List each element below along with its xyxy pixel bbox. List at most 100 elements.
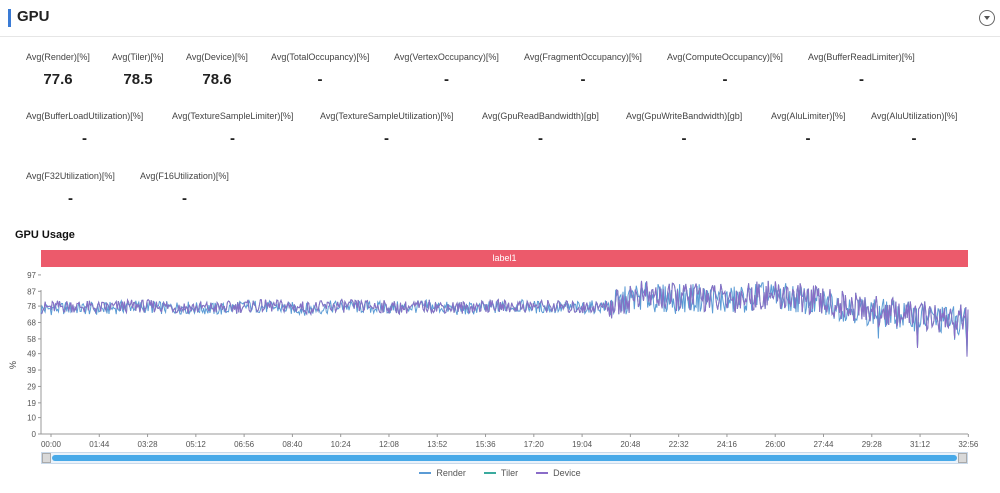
metric-value: - <box>722 71 728 88</box>
x-tick-label: 24:16 <box>717 440 738 449</box>
metric-label: Avg(AluLimiter)[%] <box>771 111 846 121</box>
metric-label: Avg(AluUtilization)[%] <box>871 111 958 121</box>
metric-value: 77.6 <box>43 71 73 88</box>
collapse-chevron-icon[interactable] <box>979 10 995 26</box>
x-tick-label: 01:44 <box>89 440 110 449</box>
metric-value: - <box>230 130 235 147</box>
metric-card: Avg(GpuWriteBandwidth)[gb] - <box>626 111 742 147</box>
x-tick-label: 27:44 <box>813 440 834 449</box>
scrollbar-right-handle[interactable] <box>958 453 967 463</box>
metric-label: Avg(Device)[%] <box>186 52 248 62</box>
series-line-device <box>40 280 969 357</box>
metric-label: Avg(Tiler)[%] <box>112 52 164 62</box>
metric-value: - <box>580 71 586 88</box>
series-line-render <box>40 282 969 347</box>
metric-card: Avg(ComputeOccupancy)[%] - <box>667 52 783 88</box>
x-tick-label: 05:12 <box>186 440 207 449</box>
time-range-scrollbar[interactable] <box>41 452 968 464</box>
x-tick-label: 00:00 <box>41 440 62 449</box>
x-tick-label: 06:56 <box>234 440 255 449</box>
metric-card: Avg(TextureSampleLimiter)[%] - <box>172 111 293 147</box>
legend-swatch <box>483 472 496 474</box>
metric-value: - <box>82 130 87 147</box>
metric-value: 78.5 <box>123 71 153 88</box>
x-tick-label: 29:28 <box>862 440 883 449</box>
scrollbar-range-fill[interactable] <box>52 455 957 461</box>
x-tick-label: 17:20 <box>524 440 545 449</box>
y-tick-label: 39 <box>27 366 36 375</box>
metric-card: Avg(Render)[%] 77.6 <box>26 52 90 88</box>
metric-value: - <box>538 130 543 147</box>
panel-header: GPU <box>0 0 1000 37</box>
metric-card: Avg(AluLimiter)[%] - <box>771 111 845 147</box>
y-tick-label: 97 <box>27 271 36 280</box>
label-band[interactable]: label1 <box>41 250 968 267</box>
legend-label: Device <box>553 468 581 478</box>
metric-label: Avg(FragmentOccupancy)[%] <box>524 52 642 62</box>
scrollbar-left-handle[interactable] <box>42 453 51 463</box>
legend-swatch <box>536 472 549 474</box>
y-tick-label: 87 <box>27 287 36 296</box>
x-tick-label: 15:36 <box>476 440 497 449</box>
metric-card: Avg(TotalOccupancy)[%] - <box>271 52 369 88</box>
legend-swatch <box>419 472 432 474</box>
gpu-usage-chart[interactable]: 0 10 19 29 39 49 58 68 78 87 97% 00:00 01:44 03:28 05:… <box>0 270 1000 450</box>
y-tick-label: 49 <box>27 350 36 359</box>
x-tick-label: 10:24 <box>331 440 352 449</box>
legend-label: Tiler <box>500 468 519 478</box>
metric-value: - <box>68 190 73 207</box>
y-tick-label: 19 <box>27 399 36 408</box>
metric-label: Avg(TextureSampleLimiter)[%] <box>172 111 294 121</box>
metric-label: Avg(GpuWriteBandwidth)[gb] <box>626 111 743 121</box>
metric-label: Avg(BufferReadLimiter)[%] <box>808 52 915 62</box>
metric-label: Avg(Render)[%] <box>26 52 90 62</box>
metric-value: - <box>444 71 449 88</box>
metric-card: Avg(F32Utilization)[%] - <box>26 171 115 207</box>
legend-item-render[interactable]: Render <box>419 468 466 478</box>
metric-value: - <box>681 130 687 147</box>
metric-value: - <box>859 71 864 88</box>
y-axis-label: % <box>8 361 18 369</box>
metric-card: Avg(VertexOccupancy)[%] - <box>394 52 499 88</box>
y-tick-label: 58 <box>27 335 36 344</box>
metric-card: Avg(FragmentOccupancy)[%] - <box>524 52 642 88</box>
header-accent-bar <box>8 9 11 27</box>
metric-value: 78.6 <box>202 71 232 88</box>
x-tick-label: 08:40 <box>282 440 303 449</box>
metric-value: - <box>384 130 389 147</box>
x-tick-label: 03:28 <box>138 440 159 449</box>
metric-card: Avg(Tiler)[%] 78.5 <box>112 52 164 88</box>
metric-label: Avg(ComputeOccupancy)[%] <box>667 52 783 62</box>
metric-card: Avg(BufferReadLimiter)[%] - <box>808 52 915 88</box>
metric-card: Avg(BufferLoadUtilization)[%] - <box>26 111 143 147</box>
y-tick-label: 78 <box>27 302 36 311</box>
x-tick-label: 22:32 <box>669 440 690 449</box>
y-tick-label: 10 <box>27 414 36 423</box>
metric-label: Avg(TotalOccupancy)[%] <box>271 52 370 62</box>
legend-label: Render <box>436 468 466 478</box>
legend-item-tiler[interactable]: Tiler <box>483 468 519 478</box>
series-line-tiler <box>40 280 969 357</box>
metric-label: Avg(F32Utilization)[%] <box>26 171 115 181</box>
x-tick-label: 32:56 <box>958 440 979 449</box>
x-tick-label: 12:08 <box>379 440 400 449</box>
metric-card: Avg(GpuReadBandwidth)[gb] - <box>482 111 599 147</box>
x-tick-label: 20:48 <box>620 440 641 449</box>
metric-label: Avg(GpuReadBandwidth)[gb] <box>482 111 599 121</box>
panel-title: GPU <box>17 8 50 25</box>
x-tick-label: 31:12 <box>910 440 931 449</box>
legend-item-device[interactable]: Device <box>536 468 581 478</box>
metric-card: Avg(TextureSampleUtilization)[%] - <box>320 111 453 147</box>
metric-label: Avg(TextureSampleUtilization)[%] <box>320 111 454 121</box>
gpu-usage-title: GPU Usage <box>15 229 75 241</box>
metric-value: - <box>182 190 187 207</box>
y-tick-label: 68 <box>27 318 36 327</box>
chart-legend: Render Tiler Device <box>0 468 1000 478</box>
metric-label: Avg(F16Utilization)[%] <box>140 171 229 181</box>
metric-card: Avg(F16Utilization)[%] - <box>140 171 229 207</box>
metric-card: Avg(AluUtilization)[%] - <box>871 111 957 147</box>
metric-card: Avg(Device)[%] 78.6 <box>186 52 248 88</box>
metric-value: - <box>317 71 323 88</box>
x-tick-label: 19:04 <box>572 440 593 449</box>
metric-label: Avg(BufferLoadUtilization)[%] <box>26 111 144 121</box>
